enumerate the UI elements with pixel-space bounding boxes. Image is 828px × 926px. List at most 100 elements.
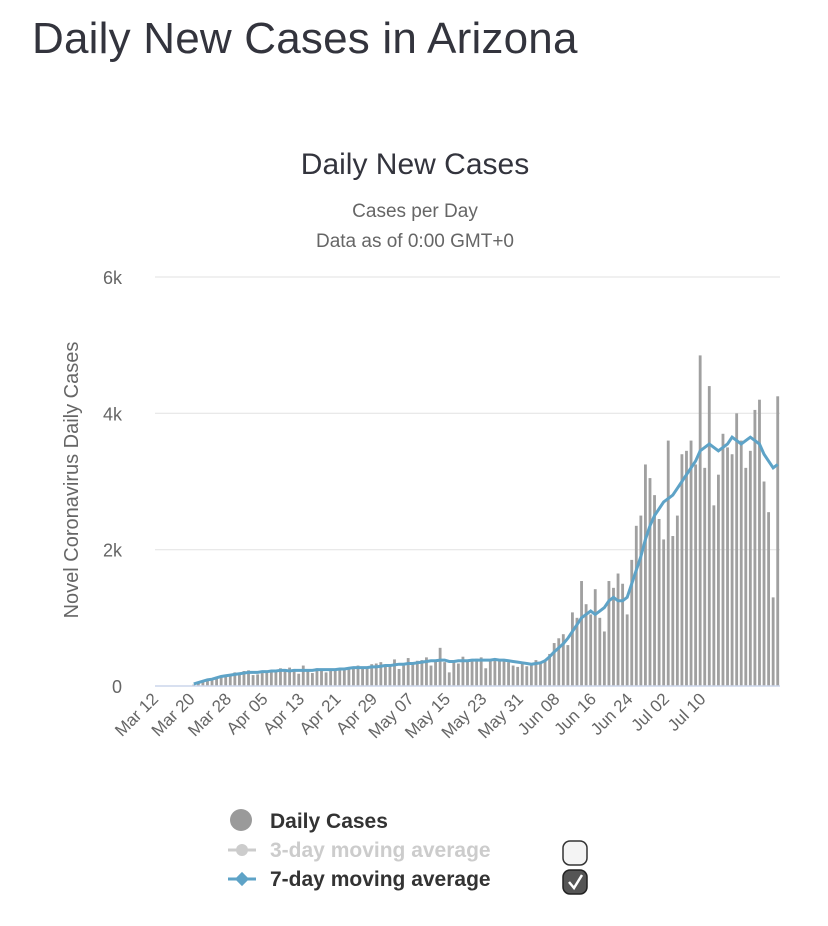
daily-cases-bar — [206, 680, 209, 686]
daily-cases-bar — [666, 440, 670, 686]
y-tick-label: 4k — [103, 404, 123, 424]
daily-cases-bar — [265, 671, 269, 686]
daily-cases-bar — [502, 659, 506, 686]
grid-lines — [155, 276, 780, 551]
daily-cases-bar — [639, 515, 643, 686]
daily-cases-bar — [735, 413, 739, 686]
daily-cases-bar — [329, 671, 333, 686]
daily-cases-bar — [776, 396, 780, 686]
daily-cases-bars — [192, 355, 780, 686]
x-tick-label: Jun 24 — [587, 689, 637, 739]
daily-cases-bar — [347, 668, 351, 686]
legend-item-daily-cases[interactable]: Daily Cases — [230, 809, 388, 833]
daily-cases-bar — [365, 667, 369, 686]
daily-cases-bar — [771, 597, 775, 686]
daily-cases-bar — [438, 647, 442, 686]
legend: Daily Cases 3-day moving average 7-day m… — [228, 809, 588, 895]
x-tick-label: Jul 02 — [628, 689, 674, 735]
seven-day-average-checkbox[interactable] — [562, 869, 588, 895]
three-day-average-marker-icon — [236, 844, 248, 856]
daily-cases-bar — [320, 669, 323, 686]
daily-cases-bar — [228, 674, 232, 686]
daily-cases-bar — [552, 643, 556, 686]
daily-cases-bar — [338, 668, 342, 686]
daily-cases-bar — [215, 678, 218, 686]
daily-cases-bar — [680, 454, 684, 686]
daily-cases-bar — [210, 679, 214, 686]
daily-cases-bar — [356, 665, 360, 686]
daily-cases-bar — [256, 674, 260, 686]
daily-cases-bar — [196, 683, 200, 686]
seven-day-average-marker-icon — [234, 871, 250, 887]
legend-label-7-day-average: 7-day moving average — [270, 868, 491, 891]
daily-cases-bar — [758, 399, 761, 686]
daily-cases-marker-icon — [230, 809, 252, 831]
daily-cases-bar — [644, 464, 647, 686]
daily-cases-bar — [251, 675, 255, 686]
daily-cases-bar — [247, 670, 250, 686]
daily-cases-bar — [726, 447, 729, 686]
daily-cases-bar — [452, 660, 456, 686]
daily-cases-bar — [520, 662, 524, 686]
daily-cases-bar — [662, 539, 666, 686]
daily-cases-bar — [301, 665, 305, 686]
daily-cases-bar — [543, 661, 547, 686]
daily-cases-bar — [575, 617, 579, 686]
chart-subtitle: Cases per Day — [352, 201, 478, 222]
legend-item-7-day-average[interactable]: 7-day moving average — [228, 868, 588, 895]
daily-cases-bar — [279, 668, 282, 686]
daily-cases-bar — [744, 467, 748, 686]
legend-item-3-day-average[interactable]: 3-day moving average — [228, 839, 588, 866]
daily-cases-bar — [767, 512, 771, 686]
daily-cases-bar — [621, 583, 625, 686]
daily-cases-bar — [612, 587, 615, 686]
checkmark-icon — [568, 874, 584, 891]
daily-cases-bar — [703, 467, 707, 686]
daily-cases-bar — [493, 658, 497, 686]
daily-cases-bar — [260, 673, 264, 686]
daily-cases-bar — [306, 670, 310, 686]
chart-subtitle-2: Data as of 0:00 GMT+0 — [316, 231, 514, 252]
daily-cases-bar — [712, 505, 716, 686]
daily-cases-bar — [484, 668, 488, 686]
daily-cases-bar — [242, 671, 246, 686]
daily-cases-bar — [324, 672, 328, 686]
daily-cases-bar — [479, 657, 483, 686]
daily-cases-bar — [219, 677, 223, 686]
y-tick-label: 2k — [103, 541, 123, 561]
daily-cases-bar — [698, 355, 702, 686]
daily-cases-bar — [269, 671, 273, 686]
daily-cases-bar — [589, 614, 593, 686]
daily-cases-bar — [580, 581, 583, 686]
daily-cases-bar — [511, 665, 515, 686]
daily-cases-bar — [557, 638, 561, 686]
daily-cases-bar — [297, 673, 301, 686]
daily-cases-bar — [224, 675, 228, 686]
page-title: Daily New Cases in Arizona — [32, 14, 578, 63]
daily-cases-bar — [374, 663, 378, 686]
daily-cases-bar — [529, 664, 533, 686]
daily-cases-bar — [593, 589, 597, 686]
daily-cases-bar — [292, 668, 296, 686]
daily-cases-bar — [507, 662, 510, 686]
three-day-average-checkbox[interactable] — [562, 840, 588, 866]
daily-cases-bar — [657, 518, 661, 686]
daily-cases-bar — [748, 450, 752, 686]
daily-cases-bar — [342, 667, 346, 686]
daily-cases-bar — [498, 661, 501, 686]
daily-cases-bar — [461, 656, 465, 686]
daily-cases-bar — [315, 668, 319, 686]
daily-cases-bar — [739, 440, 743, 686]
daily-cases-bar — [671, 536, 675, 686]
daily-cases-bar — [648, 478, 652, 686]
daily-cases-bar — [548, 653, 552, 686]
daily-cases-bar — [333, 670, 337, 686]
daily-cases-bar — [707, 386, 711, 686]
y-tick-label: 0 — [112, 677, 122, 697]
daily-cases-bar — [406, 658, 410, 686]
daily-cases-bar — [288, 667, 291, 686]
daily-cases-bar — [283, 668, 287, 686]
daily-cases-bar — [379, 662, 383, 686]
